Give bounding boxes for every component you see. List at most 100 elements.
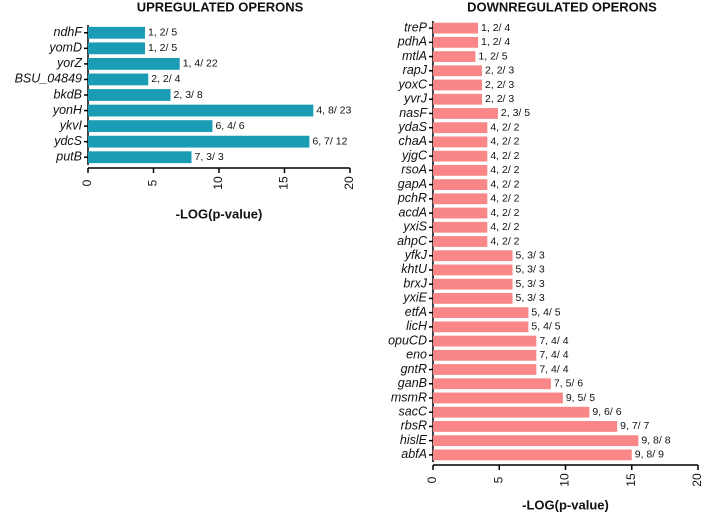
bar [433, 449, 632, 461]
bar [433, 22, 479, 34]
y-tick-label: rsoA [401, 163, 427, 177]
y-tick-label: BSU_04849 [15, 72, 82, 86]
bar-label: 4, 2/ 2 [490, 121, 519, 133]
bar [433, 93, 483, 105]
y-tick-label: brxJ [403, 276, 427, 290]
bar [433, 364, 537, 375]
x-tick-label: 0 [80, 179, 94, 186]
y-tick-label: gntR [401, 362, 427, 376]
y-tick-label: treP [404, 20, 428, 34]
bar-label: 5, 4/ 5 [531, 306, 560, 318]
y-tick-label: pdhA [397, 35, 427, 49]
bar [433, 164, 488, 176]
bar-label: 2, 2/ 3 [485, 79, 514, 91]
bar [433, 264, 513, 276]
y-tick-label: yjgC [401, 148, 428, 162]
bar [88, 120, 213, 133]
bar [433, 79, 483, 91]
bar [433, 250, 513, 262]
bar [88, 73, 149, 86]
bar-label: 7, 4/ 4 [539, 349, 568, 361]
y-tick-label: ydaS [398, 120, 428, 134]
x-axis-label: -LOG(p-value) [176, 206, 263, 221]
y-tick-label: pchR [397, 191, 427, 205]
bar-label: 7, 4/ 4 [539, 363, 568, 375]
bar-label: 1, 4/ 22 [183, 58, 218, 70]
bar [433, 278, 513, 290]
bar [433, 321, 529, 333]
bar [88, 42, 145, 55]
bar-label: 5, 3/ 3 [516, 278, 545, 290]
bar [88, 104, 314, 117]
bar [433, 392, 563, 404]
bar [433, 51, 476, 62]
y-tick-label: yvrJ [403, 92, 428, 106]
bar [433, 193, 488, 205]
bar-label: 2, 3/ 8 [174, 89, 203, 101]
bar-label: 7, 4/ 4 [539, 335, 568, 347]
bar-label: 9, 8/ 9 [635, 449, 664, 461]
y-tick-label: chaA [399, 134, 428, 148]
bar-label: 1, 2/ 4 [481, 22, 510, 34]
bar [433, 335, 537, 347]
x-tick-label: 20 [690, 473, 704, 487]
y-tick-label: gapA [398, 177, 427, 191]
bar [433, 349, 537, 361]
y-tick-label: msmR [391, 390, 427, 404]
bar [88, 135, 310, 148]
y-tick-label: opuCD [388, 333, 427, 347]
x-tick-label: 5 [491, 476, 505, 483]
y-tick-label: acdA [399, 205, 428, 219]
bar-label: 2, 2/ 3 [485, 65, 514, 77]
bar-label: 5, 3/ 3 [516, 292, 545, 304]
bar-label: 1, 2/ 5 [148, 42, 177, 54]
x-tick-label: 10 [558, 473, 572, 487]
bar [433, 378, 551, 390]
bar [433, 207, 488, 219]
bar-label: 4, 2/ 2 [490, 164, 519, 176]
bar-label: 1, 2/ 5 [478, 50, 507, 62]
bar [433, 221, 488, 233]
y-tick-label: mtlA [402, 49, 427, 63]
y-tick-label: yxiS [402, 220, 427, 234]
bar [433, 179, 488, 191]
bar-label: 9, 8/ 8 [641, 434, 670, 446]
bar [88, 57, 180, 70]
bar [88, 26, 145, 39]
bar-label: 4, 2/ 2 [490, 178, 519, 190]
y-tick-label: rapJ [403, 63, 428, 77]
y-tick-label: ganB [398, 376, 427, 390]
y-tick-label: ykvI [59, 118, 83, 132]
bar-label: 2, 2/ 4 [151, 73, 180, 85]
y-tick-label: putB [55, 150, 82, 164]
x-axis-label: -LOG(p-value) [522, 497, 609, 512]
y-tick-label: khtU [401, 262, 428, 276]
bar [88, 151, 192, 164]
bar [433, 36, 479, 48]
y-tick-label: bkdB [54, 87, 83, 101]
chart-title: DOWNREGULATED OPERONS [467, 0, 657, 14]
bar [433, 122, 488, 134]
bar-label: 7, 3/ 3 [194, 151, 223, 163]
y-tick-label: yoxC [398, 77, 428, 91]
bar-label: 4, 8/ 23 [316, 104, 351, 116]
x-tick-label: 10 [211, 176, 225, 190]
y-tick-label: hislE [400, 433, 428, 447]
bar-label: 4, 2/ 2 [490, 150, 519, 162]
bar-label: 5, 3/ 3 [516, 250, 545, 262]
bar [88, 89, 171, 101]
x-tick-label: 15 [624, 473, 638, 487]
bar [433, 406, 590, 418]
y-tick-label: abfA [401, 447, 427, 461]
bar-label: 4, 2/ 2 [490, 193, 519, 205]
x-tick-label: 5 [146, 179, 160, 186]
x-tick-label: 20 [342, 176, 356, 190]
y-tick-label: ahpC [397, 234, 428, 248]
bar-label: 2, 2/ 3 [485, 93, 514, 105]
bar [433, 421, 618, 432]
bar [433, 65, 483, 77]
bar [433, 292, 513, 304]
bar [433, 136, 488, 148]
bar-label: 1, 2/ 5 [148, 27, 177, 39]
